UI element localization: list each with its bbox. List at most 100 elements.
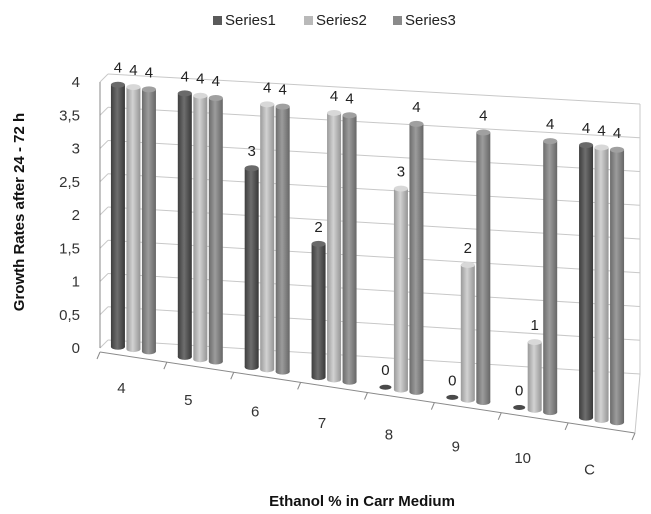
x-tick-mark <box>297 382 302 390</box>
x-tick-label: 9 <box>452 438 460 455</box>
bar-cap <box>141 86 156 93</box>
data-label: 4 <box>196 71 204 88</box>
side-gridline <box>99 306 109 316</box>
bar-base <box>409 388 424 395</box>
bar-cap <box>177 90 192 97</box>
legend-item-series1: Series1 <box>213 12 276 29</box>
bar-zero-disc <box>379 384 392 390</box>
side-gridline <box>99 173 109 183</box>
data-label: 0 <box>381 362 389 379</box>
bar <box>260 104 275 370</box>
data-label: 2 <box>314 219 322 236</box>
bar <box>126 87 141 350</box>
y-tick-label: 2 <box>72 207 80 224</box>
data-label: 4 <box>129 62 137 79</box>
bar-cap <box>126 84 141 91</box>
bar-base <box>460 396 475 403</box>
data-label: 2 <box>464 240 472 257</box>
data-label: 4 <box>145 64 153 81</box>
y-tick-label: 4 <box>72 74 80 91</box>
bar-base <box>327 376 342 383</box>
bar-cap <box>579 142 594 149</box>
x-tick-mark <box>96 351 101 360</box>
bar-base <box>393 386 408 393</box>
bar-zero-disc <box>513 404 526 410</box>
side-gridline <box>99 106 109 116</box>
bar-cap <box>527 339 542 346</box>
bar-cap <box>409 120 424 127</box>
bar-base <box>543 409 558 416</box>
bar <box>610 149 625 423</box>
bar-base <box>342 378 357 385</box>
bar <box>311 243 326 378</box>
x-tick-labels: 4 5 6 7 8 9 10 C <box>117 380 595 478</box>
side-gridline <box>99 273 109 282</box>
data-label: 0 <box>448 372 456 389</box>
x-tick-mark <box>564 422 569 431</box>
x-tick-mark <box>430 402 435 410</box>
x-tick-label: C <box>584 462 595 479</box>
bar <box>327 112 342 380</box>
bar <box>543 141 558 413</box>
bar-cap <box>610 146 625 153</box>
x-tick-mark <box>497 412 502 420</box>
bar-base <box>594 416 609 423</box>
legend-label-series2: Series2 <box>316 12 367 29</box>
y-tick-label: 3 <box>72 141 80 158</box>
data-label: 4 <box>330 88 338 105</box>
bar <box>244 168 259 367</box>
axes <box>96 82 641 441</box>
x-tick-mark <box>230 372 235 380</box>
data-label: 3 <box>248 143 256 160</box>
y-tick-label: 0,5 <box>59 307 80 324</box>
x-tick-label: 7 <box>318 415 326 432</box>
bar <box>527 342 542 410</box>
data-label: 4 <box>613 125 621 142</box>
bar-cap <box>460 261 475 268</box>
x-tick-label: 8 <box>385 427 393 444</box>
y-tick-label: 0 <box>72 340 80 357</box>
x-tick-label: 5 <box>184 392 192 409</box>
legend-item-series3: Series3 <box>393 12 456 29</box>
data-label: 4 <box>263 79 271 96</box>
bar-base <box>275 368 290 375</box>
side-gridline <box>99 339 109 349</box>
bar <box>275 106 290 372</box>
y-tick-label: 2,5 <box>59 174 80 191</box>
data-label: 4 <box>582 120 590 137</box>
bar-base <box>244 363 259 370</box>
legend-label-series1: Series1 <box>225 12 276 29</box>
x-tick-label: 6 <box>251 403 259 420</box>
bar <box>208 98 223 362</box>
y-tick-label: 1,5 <box>59 240 80 257</box>
x-tick-label: 4 <box>117 380 125 397</box>
bar-base <box>610 419 625 426</box>
legend-swatch-series1 <box>213 16 222 25</box>
data-label: 4 <box>412 99 420 116</box>
data-label: 4 <box>546 116 554 133</box>
data-label: 0 <box>515 382 523 399</box>
data-label: 4 <box>345 90 353 107</box>
y-tick-label: 3,5 <box>59 107 80 124</box>
gridline <box>107 73 641 105</box>
x-tick-mark <box>163 361 168 370</box>
bar-cap <box>594 144 609 151</box>
bar-cap <box>311 240 326 247</box>
bar-base <box>177 353 192 360</box>
floor-right-edge <box>634 373 641 434</box>
bar-cap <box>275 103 290 110</box>
data-label: 4 <box>212 73 220 90</box>
bar-base <box>141 348 156 355</box>
bar <box>409 123 424 392</box>
bar <box>110 84 125 347</box>
bar <box>393 188 408 390</box>
bar-cap <box>476 129 491 136</box>
legend-swatch-series2 <box>304 16 313 25</box>
bar-cap <box>244 165 259 172</box>
bar <box>141 89 156 352</box>
legend-item-series2: Series2 <box>304 12 367 29</box>
data-label: 4 <box>279 82 287 99</box>
bar-base <box>208 358 223 365</box>
bar-base <box>193 356 208 363</box>
